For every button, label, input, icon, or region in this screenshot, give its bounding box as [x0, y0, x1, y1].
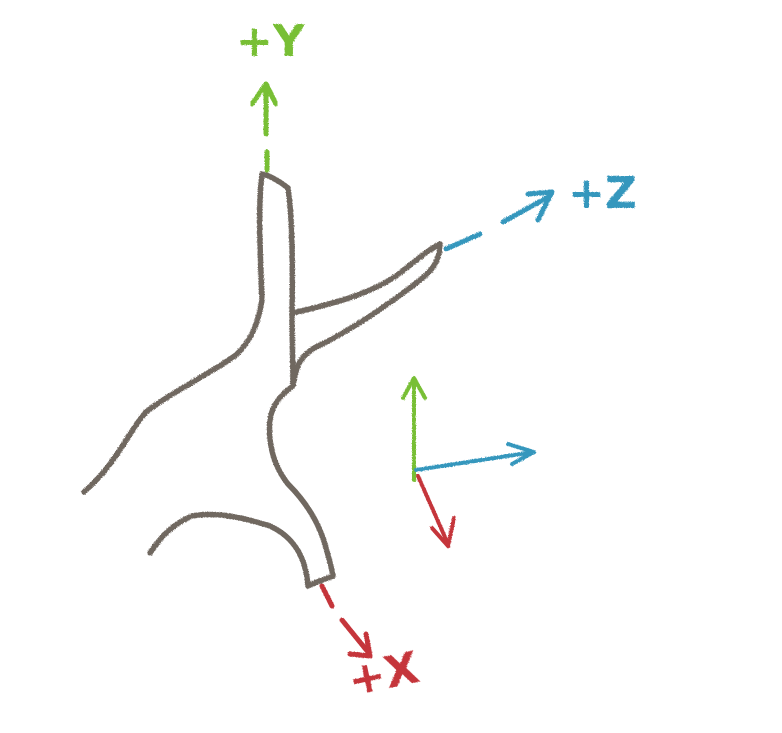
- z-axis-arrow: [443, 189, 555, 252]
- gizmo-z-arrow: [414, 442, 536, 472]
- gizmo-x-arrow: [416, 474, 456, 548]
- x-axis-label: +X: [344, 642, 424, 707]
- lower-branch-edge: [147, 511, 311, 589]
- branch-outline: [81, 171, 443, 589]
- orientation-gizmo: [401, 376, 536, 548]
- upper-branch-bottom-edge: [290, 277, 423, 389]
- trunk-left-edge: [81, 171, 265, 495]
- trunk-tip: [259, 171, 291, 191]
- x-axis-arrow: [319, 583, 373, 659]
- upper-branch-top-edge: [290, 241, 443, 316]
- y-axis-arrow: [249, 81, 279, 173]
- trunk-right-edge: [285, 185, 296, 389]
- z-axis-label: +Z: [568, 168, 637, 219]
- upper-branch-tip: [417, 241, 443, 283]
- trunk-lower-right-edge: [266, 383, 336, 579]
- gizmo-y-arrow: [401, 376, 427, 482]
- y-axis-label: +Y: [236, 16, 306, 67]
